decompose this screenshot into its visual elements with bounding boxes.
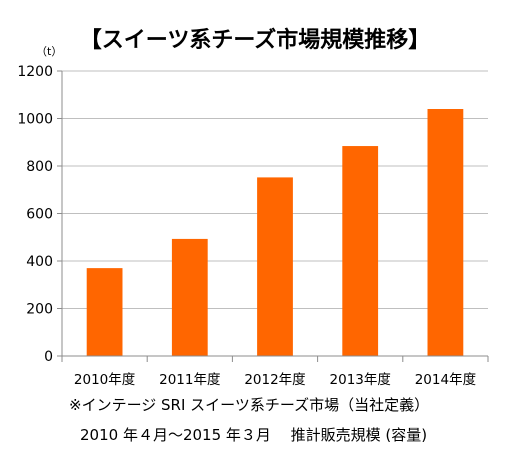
bar-2014年度 <box>427 109 464 356</box>
y-tick-label: 600 <box>26 207 53 223</box>
bar-2010年度 <box>86 268 123 356</box>
bar-2012年度 <box>257 177 293 356</box>
bars <box>86 109 464 356</box>
y-tick-label: 400 <box>26 254 53 270</box>
y-tick-labels: 0 200 400 600 800 1000 1200 <box>17 64 53 365</box>
x-tick-label: 2011年度 <box>159 372 220 388</box>
source-note-line-1: ※インテージ SRI スイーツ系チーズ市場（当社定義） <box>69 396 429 414</box>
x-tick-label: 2010年度 <box>74 372 135 388</box>
y-tick-label: 1000 <box>17 112 53 128</box>
x-tick-label: 2012年度 <box>244 372 305 388</box>
y-tick-label: 0 <box>44 349 53 365</box>
axes <box>57 70 489 362</box>
chart-title: 【スイーツ系チーズ市場規模推移】 <box>80 27 430 53</box>
y-tick-label: 200 <box>26 302 53 318</box>
bar-2011年度 <box>171 238 208 356</box>
y-tick-label: 800 <box>26 159 53 175</box>
x-tick-label: 2014年度 <box>415 372 476 388</box>
bar-2013年度 <box>342 146 379 356</box>
x-tick-labels: 2010年度 2011年度 2012年度 2013年度 2014年度 <box>74 372 476 388</box>
y-axis-unit-label: （t） <box>36 45 62 58</box>
y-tick-label: 1200 <box>17 64 53 80</box>
x-tick-label: 2013年度 <box>330 372 391 388</box>
source-note-line-2: 2010 年４月～2015 年３月 推計販売規模 (容量) <box>80 426 427 444</box>
